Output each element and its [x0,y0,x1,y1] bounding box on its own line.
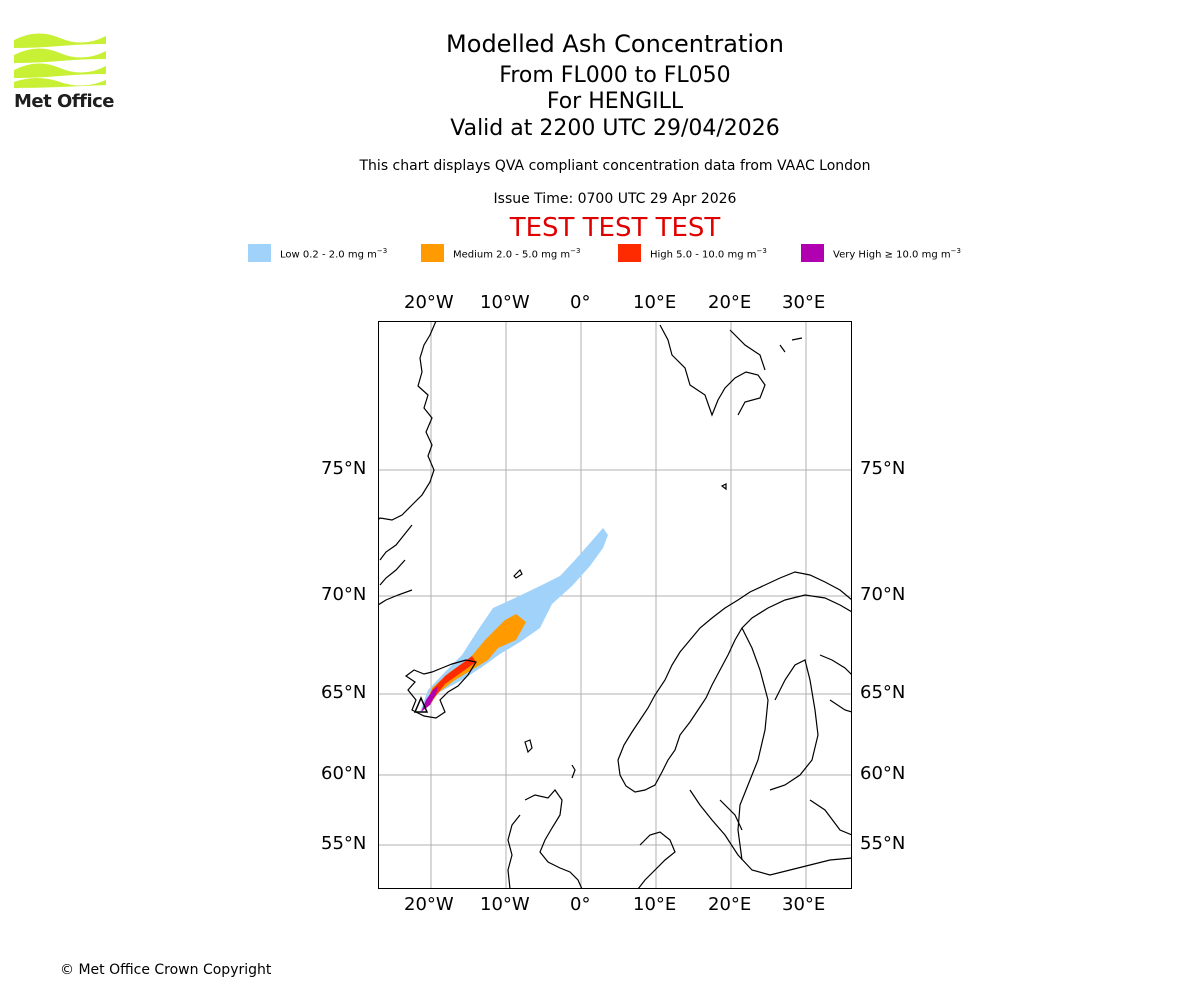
ash-area-high [425,656,476,706]
lon-label-top-10w: 10°W [480,292,530,313]
lon-label-top-20e: 20°E [708,292,752,313]
lon-label-top-20w: 20°W [404,292,454,313]
lat-label-right-60n: 60°N [860,763,906,784]
legend-swatch-high [618,244,641,262]
lon-label-bottom-10e: 10°E [633,894,677,915]
coast-scotland [507,789,583,889]
met-office-logo-waves-icon [14,33,106,88]
lat-label-right-65n: 65°N [860,682,906,703]
coast-jan-mayen [513,568,523,579]
lat-label-left-60n: 60°N [321,763,367,784]
ash-area-very-high [421,686,438,712]
lat-label-right-75n: 75°N [860,458,906,479]
legend-label-low: Low 0.2 - 2.0 mg m−3 [280,247,388,261]
lon-label-bottom-20w: 20°W [404,894,454,915]
valid-time: Valid at 2200 UTC 29/04/2026 [450,116,780,141]
lon-label-bottom-30e: 30°E [782,894,826,915]
coast-svalbard [659,324,803,417]
lat-label-right-55n: 55°N [860,833,906,854]
coast-denmark [637,831,676,889]
coast-shetland [571,764,576,779]
lon-label-bottom-0: 0° [570,894,591,915]
legend-label-high: High 5.0 - 10.0 mg m−3 [650,247,767,261]
coastlines [378,321,852,889]
coast-faroes [524,739,533,754]
legend-swatch-medium [421,244,444,262]
lon-label-top-10e: 10°E [633,292,677,313]
legend-label-very-high: Very High ≥ 10.0 mg m−3 [833,247,961,261]
volcano-marker-icon [413,696,429,713]
chart-title: Modelled Ash Concentration [446,30,784,58]
qva-note: This chart displays QVA compliant concen… [359,158,871,174]
coast-norway [617,571,852,793]
lon-label-bottom-10w: 10°W [480,894,530,915]
flight-level-range: From FL000 to FL050 [499,63,731,88]
lon-label-top-0: 0° [570,292,591,313]
lat-label-left-70n: 70°N [321,584,367,605]
copyright-notice: © Met Office Crown Copyright [60,962,272,978]
issue-time: Issue Time: 0700 UTC 29 Apr 2026 [493,191,737,207]
test-banner: TEST TEST TEST [509,213,721,243]
lat-label-right-70n: 70°N [860,584,906,605]
legend-swatch-very-high [801,244,824,262]
lon-label-bottom-20e: 20°E [708,894,752,915]
lat-label-left-65n: 65°N [321,682,367,703]
met-office-logo-text: Met Office [14,91,115,112]
legend-label-medium: Medium 2.0 - 5.0 mg m−3 [453,247,581,261]
graticule [378,321,852,889]
volcano-name: For HENGILL [546,89,684,114]
ash-map [378,321,852,889]
coast-east [809,654,852,836]
map-frame [378,321,852,889]
coast-sweden-finland [737,627,819,861]
coast-greenland [378,321,437,606]
legend-swatch-low [248,244,271,262]
coast-iceland [404,659,477,719]
lat-label-left-75n: 75°N [321,458,367,479]
coast-bear-island [720,483,727,491]
lon-label-top-30e: 30°E [782,292,826,313]
coast-baltic [689,789,852,876]
lat-label-left-55n: 55°N [321,833,367,854]
